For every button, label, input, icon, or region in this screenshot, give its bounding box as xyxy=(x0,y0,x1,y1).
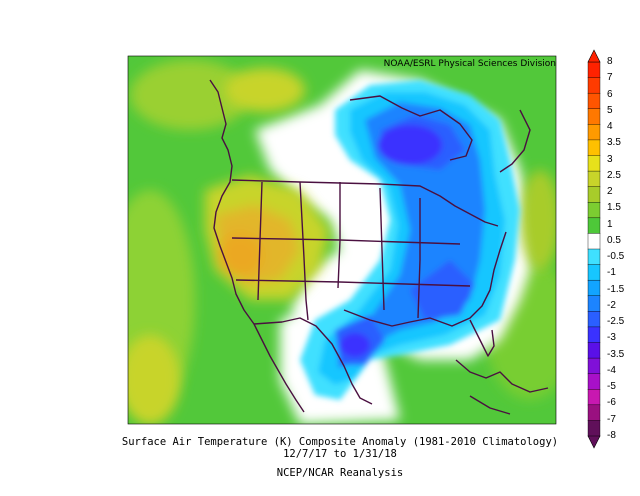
colorbar-tick-label: 5 xyxy=(607,104,613,116)
colorbar-swatch xyxy=(587,342,601,359)
map-panel xyxy=(128,56,556,424)
colorbar-swatch xyxy=(587,326,601,343)
map-date-range: 12/7/17 to 1/31/18 xyxy=(283,448,397,460)
colorbar-swatch xyxy=(587,373,601,390)
colorbar-swatch xyxy=(587,77,601,94)
colorbar-swatch xyxy=(587,186,601,203)
colorbar-tick-label: 2 xyxy=(607,186,613,198)
colorbar-tick-label: 3 xyxy=(607,153,613,165)
colorbar-swatch xyxy=(587,357,601,375)
colorbar-tick-label: 7 xyxy=(607,72,613,84)
colorbar-tick-label: -2 xyxy=(607,299,616,311)
colorbar-swatch xyxy=(587,264,601,281)
colorbar-swatch xyxy=(587,202,601,219)
colorbar-tick-label: -7 xyxy=(607,413,616,425)
colorbar-tick-label: -8 xyxy=(607,430,616,441)
colorbar-tick-label: -1.5 xyxy=(607,283,625,295)
colorbar-tick-label: -6 xyxy=(607,397,616,409)
colorbar-tick-label: 6 xyxy=(607,88,613,100)
colorbar-tick-label: -1 xyxy=(607,267,616,279)
colorbar-swatch xyxy=(587,139,601,157)
colorbar-swatch xyxy=(587,248,601,266)
colorbar-tick-label: -3.5 xyxy=(607,348,625,360)
colorbar-swatch xyxy=(587,295,601,312)
colorbar-swatch xyxy=(587,311,601,328)
colorbar-swatch xyxy=(587,217,601,234)
colorbar-tick-label: 1.5 xyxy=(607,202,621,214)
colorbar-swatch xyxy=(587,124,601,141)
colorbar-tick-label: 2.5 xyxy=(607,169,621,181)
colorbar xyxy=(587,49,601,449)
colorbar-swatch xyxy=(587,61,601,79)
coastline-borders xyxy=(209,79,549,415)
colorbar-swatch xyxy=(587,108,601,125)
colorbar-tick-label: -3 xyxy=(607,332,616,344)
colorbar-tick-label: -0.5 xyxy=(607,251,625,263)
colorbar-tick-label: 4 xyxy=(607,121,613,133)
colorbar-swatch xyxy=(587,155,601,172)
credit-label: NOAA/ESRL Physical Sciences Division xyxy=(383,59,556,69)
colorbar-swatch xyxy=(587,170,601,188)
colorbar-swatch xyxy=(587,420,601,437)
colorbar-tick-label: 3.5 xyxy=(607,137,621,149)
colorbar-swatch xyxy=(587,279,601,297)
colorbar-tick-label: -5 xyxy=(607,381,616,393)
map-title: Surface Air Temperature (K) Composite An… xyxy=(121,436,559,448)
colorbar-swatch xyxy=(587,233,601,250)
colorbar-tick-label: 8 xyxy=(607,56,613,67)
colorbar-swatch xyxy=(587,404,601,421)
colorbar-tick-label: 0.5 xyxy=(607,234,621,246)
colorbar-swatch xyxy=(587,92,601,110)
colorbar-max-arrow xyxy=(587,49,601,63)
colorbar-tick-label: -2.5 xyxy=(607,316,625,328)
colorbar-swatch xyxy=(587,389,601,406)
colorbar-tick-label: -4 xyxy=(607,364,616,376)
map-source: NCEP/NCAR Reanalysis xyxy=(276,467,404,479)
colorbar-tick-label: 1 xyxy=(607,218,613,230)
colorbar-min-arrow xyxy=(587,435,601,449)
